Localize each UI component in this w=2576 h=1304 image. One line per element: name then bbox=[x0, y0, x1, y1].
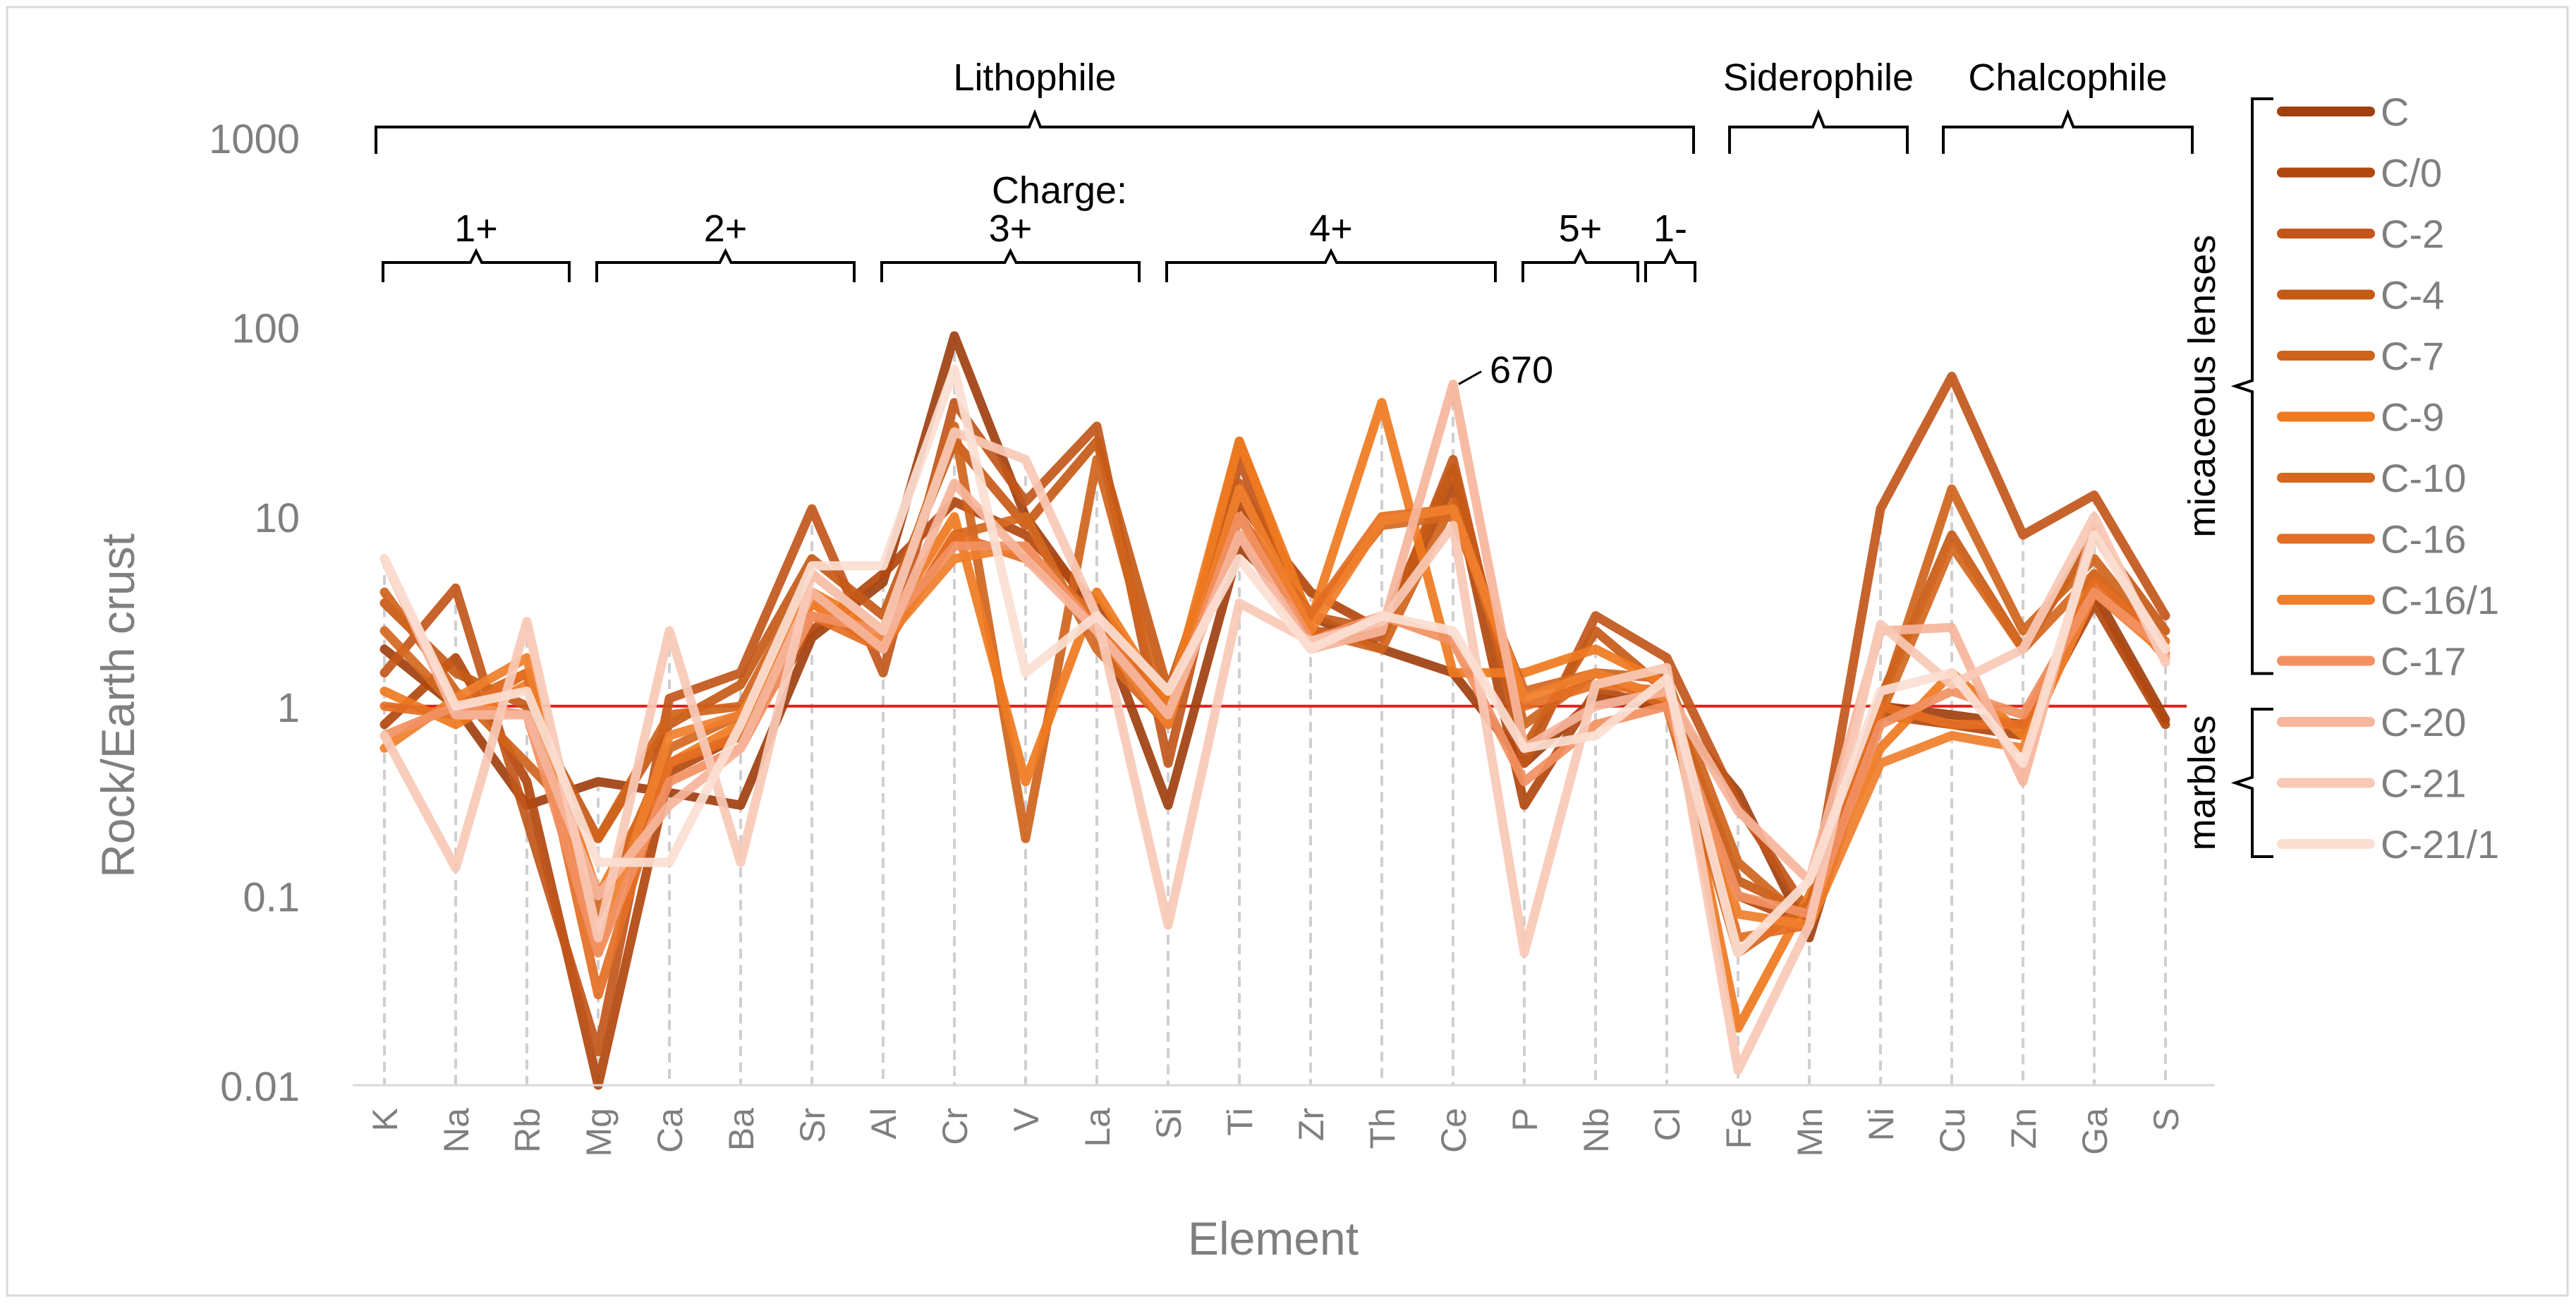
x-tick-label-na: Na bbox=[437, 1108, 476, 1153]
charge-bracket-2 bbox=[880, 248, 1141, 282]
charge-group-label: 1- bbox=[1653, 207, 1687, 250]
x-tick-label-mg: Mg bbox=[579, 1108, 619, 1157]
x-tick-label-k: K bbox=[365, 1108, 405, 1131]
x-tick-label-nb: Nb bbox=[1576, 1108, 1616, 1153]
series-line-c-21-1 bbox=[379, 364, 2170, 958]
legend-label: C-2 bbox=[2381, 212, 2444, 256]
legend-label: C-21 bbox=[2381, 761, 2466, 806]
x-tick-label-v: V bbox=[1007, 1107, 1046, 1131]
x-tick-label-ni: Ni bbox=[1861, 1108, 1901, 1141]
x-tick-label-zn: Zn bbox=[2004, 1108, 2043, 1149]
legend-label: C-7 bbox=[2381, 334, 2444, 378]
legend-label: C-20 bbox=[2381, 700, 2466, 744]
group-label-siderophile: Siderophile bbox=[1723, 56, 1914, 99]
group-bracket-chalcophile bbox=[1942, 109, 2194, 154]
x-tick-label-ba: Ba bbox=[722, 1108, 761, 1151]
group-label-chalcophile: Chalcophile bbox=[1968, 56, 2167, 99]
annotation-label: 670 bbox=[1490, 349, 1553, 391]
legend-label: C-17 bbox=[2381, 639, 2466, 684]
charge-bracket-5 bbox=[1644, 248, 1696, 282]
charge-bracket-3 bbox=[1165, 248, 1497, 282]
charge-group-label: 3+ bbox=[989, 207, 1033, 250]
y-tick-label: 100 bbox=[231, 306, 300, 352]
legend-group-bracket-0 bbox=[2230, 97, 2273, 675]
series-line-c-16-1 bbox=[379, 484, 2170, 958]
x-tick-label-cl: Cl bbox=[1648, 1108, 1687, 1141]
charge-label: Charge: bbox=[992, 169, 1127, 212]
x-tick-label-ca: Ca bbox=[650, 1108, 690, 1153]
x-tick-label-mn: Mn bbox=[1790, 1108, 1830, 1157]
legend-label: C-10 bbox=[2381, 456, 2466, 500]
x-tick-label-cu: Cu bbox=[1933, 1108, 1972, 1153]
charge-group-label: 1+ bbox=[454, 207, 498, 250]
charge-group-label: 5+ bbox=[1559, 207, 1603, 250]
charge-bracket-4 bbox=[1521, 248, 1639, 282]
x-tick-label-s: S bbox=[2146, 1108, 2186, 1131]
legend-label: C-21/1 bbox=[2381, 822, 2499, 867]
series-line-c-21 bbox=[379, 427, 2170, 1075]
y-tick-label: 10 bbox=[254, 495, 300, 541]
charge-group-label: 4+ bbox=[1309, 207, 1353, 250]
x-tick-label-ga: Ga bbox=[2075, 1108, 2115, 1155]
y-tick-label: 1000 bbox=[209, 116, 300, 162]
y-tick-label: 0.1 bbox=[243, 874, 300, 920]
x-tick-label-ce: Ce bbox=[1434, 1108, 1474, 1153]
x-tick-label-al: Al bbox=[864, 1108, 904, 1139]
group-bracket-lithophile bbox=[375, 109, 1695, 154]
x-tick-label-ti: Ti bbox=[1220, 1108, 1260, 1136]
x-tick-label-la: La bbox=[1078, 1108, 1117, 1147]
legend-label: C-16 bbox=[2381, 517, 2466, 562]
charge-group-label: 2+ bbox=[704, 207, 748, 250]
charge-bracket-1 bbox=[595, 248, 856, 282]
y-tick-label: 1 bbox=[277, 685, 300, 731]
y-tick-label: 0.01 bbox=[220, 1064, 300, 1110]
group-label-lithophile: Lithophile bbox=[953, 56, 1116, 99]
x-axis-title: Element bbox=[1188, 1212, 1359, 1264]
x-tick-label-p: P bbox=[1505, 1108, 1545, 1131]
x-tick-label-zr: Zr bbox=[1292, 1108, 1331, 1141]
legend-group-label: marbles bbox=[2181, 715, 2223, 850]
legend-group-label: micaceous lenses bbox=[2181, 235, 2223, 538]
legend-label: C-4 bbox=[2381, 273, 2444, 318]
legend-label: C-16/1 bbox=[2381, 578, 2499, 622]
y-axis-title: Rock/Earth crust bbox=[92, 533, 144, 878]
x-tick-label-cr: Cr bbox=[935, 1108, 975, 1145]
group-bracket-siderophile bbox=[1728, 109, 1909, 154]
x-tick-label-sr: Sr bbox=[793, 1108, 832, 1143]
series-line-c-17 bbox=[379, 512, 2170, 958]
legend-label: C/0 bbox=[2381, 151, 2442, 195]
legend-group-bracket-1 bbox=[2230, 708, 2273, 858]
charge-bracket-0 bbox=[382, 248, 571, 282]
annotation-leader bbox=[1458, 370, 1482, 385]
legend-label: C-9 bbox=[2381, 395, 2444, 440]
x-tick-label-fe: Fe bbox=[1719, 1108, 1758, 1149]
legend-label: C bbox=[2381, 90, 2409, 134]
x-tick-label-si: Si bbox=[1149, 1108, 1189, 1139]
x-tick-label-th: Th bbox=[1363, 1108, 1402, 1149]
x-tick-label-rb: Rb bbox=[508, 1108, 547, 1153]
